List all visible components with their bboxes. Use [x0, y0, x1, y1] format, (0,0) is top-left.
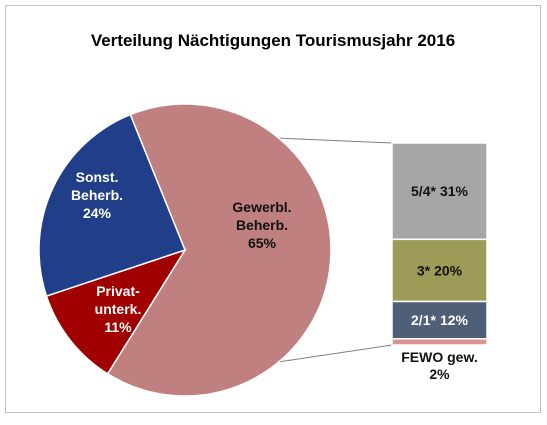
bar-segment: [391, 142, 488, 241]
bar-label-name: FEWO gew.: [401, 349, 477, 365]
slice-label: Sonst. Beherb. 24%: [71, 169, 123, 221]
bar-label-name: 2/1*: [411, 312, 436, 328]
pie-slice: [106, 103, 332, 397]
bar-label-value: 12%: [440, 312, 469, 328]
slice-label-line: Beherb.: [71, 187, 123, 203]
connector-line: [278, 344, 393, 363]
bar-label-value: 31%: [440, 183, 469, 199]
bar-label-name: 3*: [417, 262, 431, 278]
pie-slice: [45, 248, 187, 375]
slice-label-line: Sonst.: [76, 169, 119, 185]
slice-label: Privat-unterk. 11%: [95, 283, 142, 335]
slice-label: Gewerbl. Beherb. 65%: [232, 199, 291, 251]
slice-label-line: Beherb.: [236, 217, 288, 233]
slice-label-line: 24%: [83, 205, 112, 221]
slice-label-line: Gewerbl.: [232, 199, 291, 215]
bar-segment: [391, 300, 488, 340]
slice-label-line: unterk.: [95, 301, 142, 317]
connector-line: [278, 137, 393, 144]
slice-label-line: 11%: [104, 319, 132, 335]
pie-slice: [38, 113, 186, 298]
bar-segment: [391, 338, 488, 346]
chart-title: Verteilung Nächtigungen Tourismusjahr 20…: [91, 31, 455, 50]
bar-label-value: 20%: [434, 262, 463, 278]
slice-label-line: 65%: [248, 235, 277, 251]
bar-label: 5/4* 31%: [411, 183, 468, 199]
bar-label: 3* 20%: [417, 262, 463, 278]
connectors: [278, 137, 393, 363]
bar-segment: [391, 238, 488, 303]
bar-label-value: 2%: [429, 366, 450, 382]
bar-label-name: 5/4*: [411, 183, 436, 199]
bar-label: 2/1* 12%: [411, 312, 468, 328]
slice-label-line: Privat-: [96, 283, 140, 299]
